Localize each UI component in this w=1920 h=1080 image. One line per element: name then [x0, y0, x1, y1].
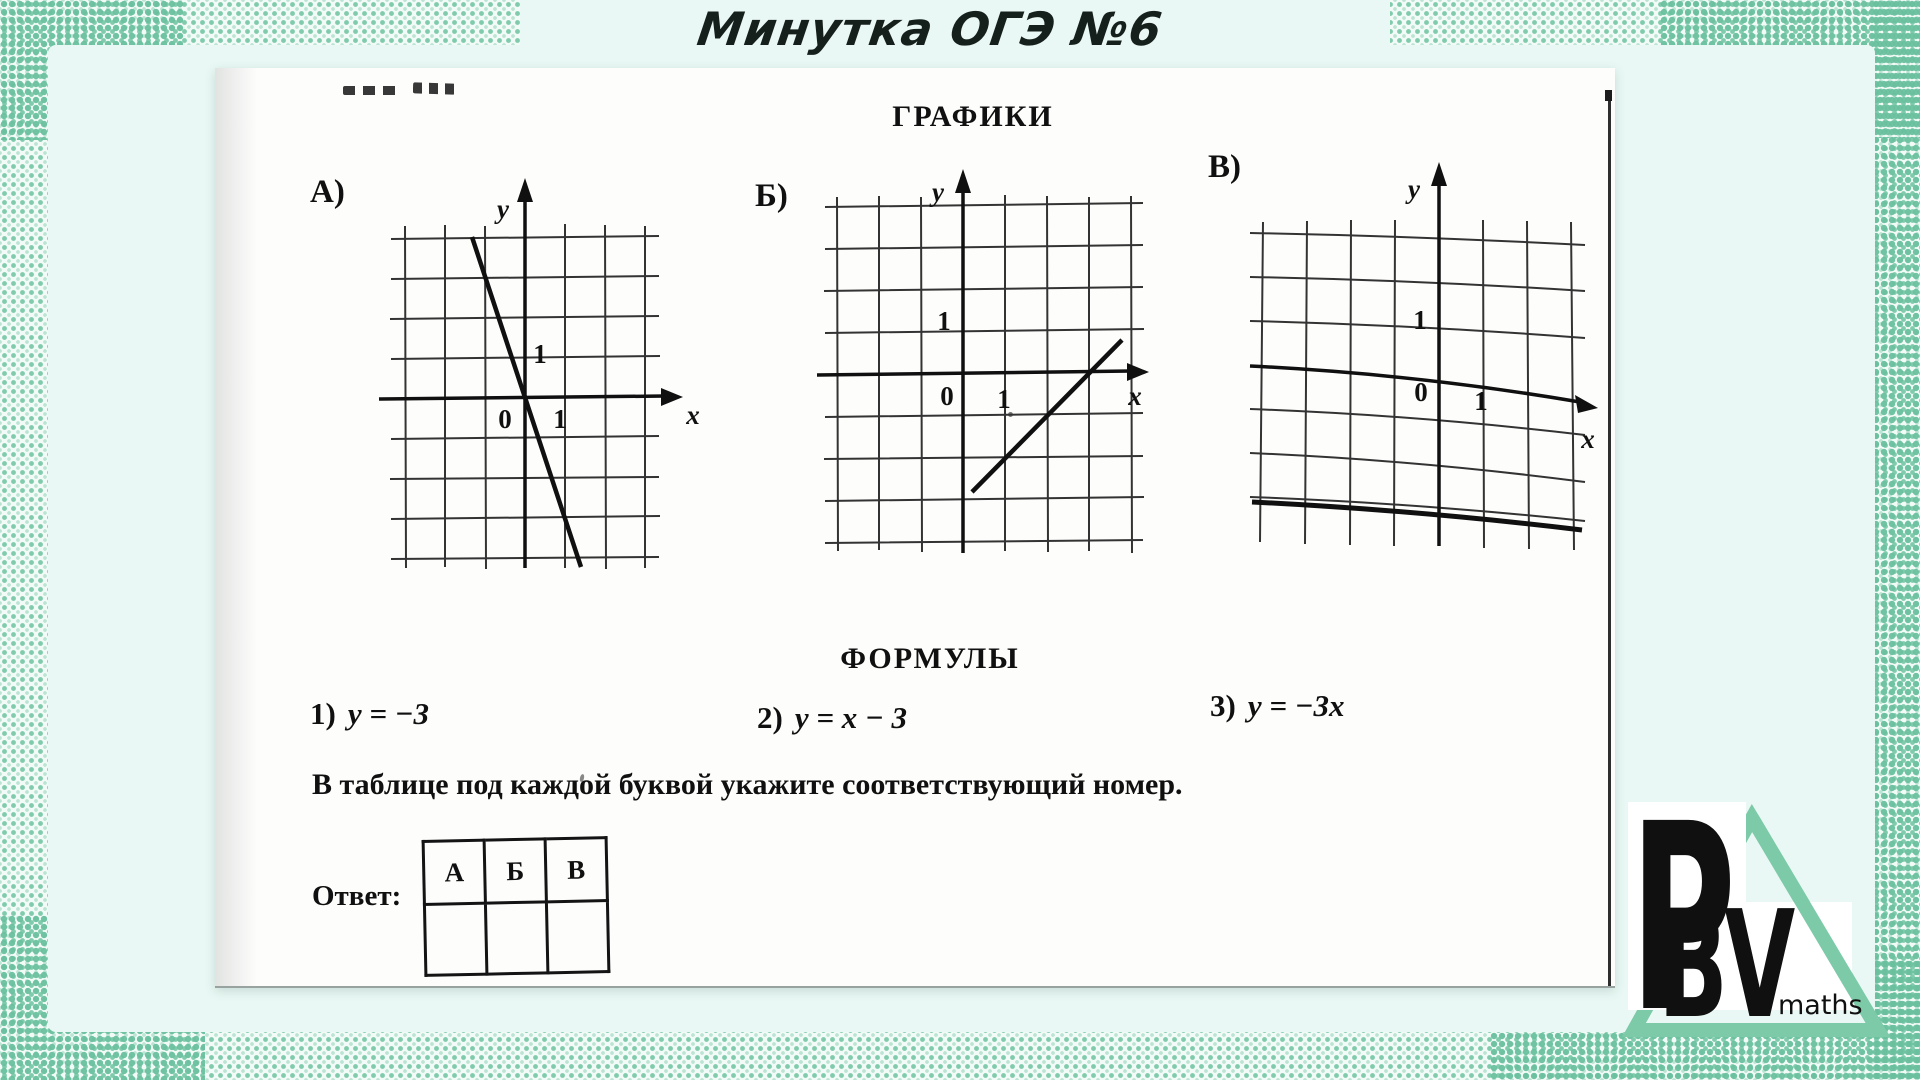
- scan-gutter-shadow: [215, 68, 257, 986]
- graph-c-x-tick: 1: [1474, 386, 1488, 416]
- formula-3-expression: y = −3x: [1247, 688, 1345, 723]
- pbv-maths-logo: P BV maths: [1622, 790, 1891, 1060]
- graph-a-function-line: [469, 236, 584, 568]
- answer-cell-a: [424, 903, 487, 976]
- graphs-section-header: ГРАФИКИ: [892, 100, 1054, 133]
- graph-c-origin: 0: [1414, 377, 1428, 407]
- page-title: Минутка ОГЭ №6: [694, 2, 1166, 56]
- answer-header-b: Б: [484, 838, 547, 904]
- graph-a-label: А): [310, 174, 345, 210]
- answer-cell-v: [546, 900, 609, 973]
- formula-3-number: 3): [1210, 688, 1236, 723]
- graph-a-plot: y x 1 0 1: [378, 178, 700, 570]
- graph-b-y-arrow: [955, 169, 971, 193]
- formula-1-number: 1): [310, 696, 336, 731]
- title-strip: [520, 0, 1390, 47]
- scan-right-edge-line: [1608, 92, 1611, 986]
- logo-letters-bv: BV: [1658, 880, 1795, 1052]
- graph-a-y-arrow: [517, 178, 533, 202]
- graph-b-grid-horizontals: [823, 202, 1145, 544]
- graph-b-y-axis-label: y: [929, 177, 945, 207]
- answer-header-v: В: [545, 837, 608, 902]
- graph-b-x-axis: [816, 369, 1132, 377]
- graph-a-y-tick: 1: [533, 339, 547, 369]
- graph-a-x-axis-label: x: [685, 400, 700, 430]
- scan-right-edge-blob: [1605, 90, 1612, 101]
- graph-c-y-axis-label: y: [1405, 174, 1421, 204]
- scan-artifact-dashes: [412, 82, 456, 95]
- logo-triangle-front-edge: [1634, 814, 1891, 1037]
- graph-c-grid-verticals: [1259, 219, 1575, 551]
- graph-b-origin: 0: [940, 381, 954, 411]
- graph-b-plot: y x 1 0 1: [816, 169, 1149, 554]
- halftone-right-column: [1872, 0, 1920, 1080]
- instruction-text: В таблице под каждой буквой укажите соот…: [312, 768, 1183, 801]
- graph-c-y-arrow: [1431, 162, 1447, 186]
- graph-a-x-arrow: [661, 388, 683, 406]
- worksheet-scan: ГРАФИКИ А) Б) В) y x 1 0 1: [215, 68, 1615, 988]
- graph-a-origin: 0: [498, 404, 512, 434]
- formula-2: 2) y = x − 3: [757, 700, 907, 736]
- graph-a-y-axis-label: y: [494, 194, 510, 224]
- formula-1: 1) y = −3: [310, 696, 429, 732]
- answer-table: А Б В: [422, 836, 611, 977]
- scan-artifact-dashes: [343, 86, 401, 95]
- graph-c-y-tick: 1: [1413, 305, 1427, 335]
- graph-a-x-axis: [378, 394, 666, 401]
- graph-b-label: Б): [755, 178, 788, 214]
- formulas-section-header: ФОРМУЛЫ: [840, 642, 1020, 675]
- graph-b-x-axis-label: x: [1127, 381, 1142, 411]
- graph-b-function-line: [970, 338, 1124, 494]
- graph-c-plot: y x 1 0 1: [1249, 162, 1598, 551]
- graph-b-x-tick: 1: [997, 384, 1011, 414]
- formula-1-expression: y = −3: [347, 696, 430, 731]
- graph-c-label: В): [1208, 149, 1241, 185]
- formula-2-expression: y = x − 3: [794, 700, 908, 735]
- graph-c-x-axis: [1249, 364, 1581, 404]
- graph-c-x-axis-label: x: [1580, 424, 1595, 454]
- graph-a-x-tick: 1: [553, 404, 567, 434]
- graph-c-x-arrow: [1575, 395, 1598, 413]
- graph-b-x-arrow: [1127, 363, 1149, 381]
- answer-header-a: А: [423, 840, 486, 905]
- logo-word-maths: maths: [1778, 990, 1863, 1021]
- graph-c-grid-horizontals: [1249, 232, 1586, 522]
- answer-label: Ответ:: [312, 880, 402, 912]
- formula-2-number: 2): [757, 700, 783, 735]
- logo-letter-p: P: [1630, 790, 1736, 1060]
- answer-cell-b: [485, 901, 548, 975]
- graph-b-y-tick: 1: [937, 306, 951, 336]
- formula-3: 3) y = −3x: [1210, 688, 1345, 724]
- graph-c-function-line: [1251, 499, 1583, 533]
